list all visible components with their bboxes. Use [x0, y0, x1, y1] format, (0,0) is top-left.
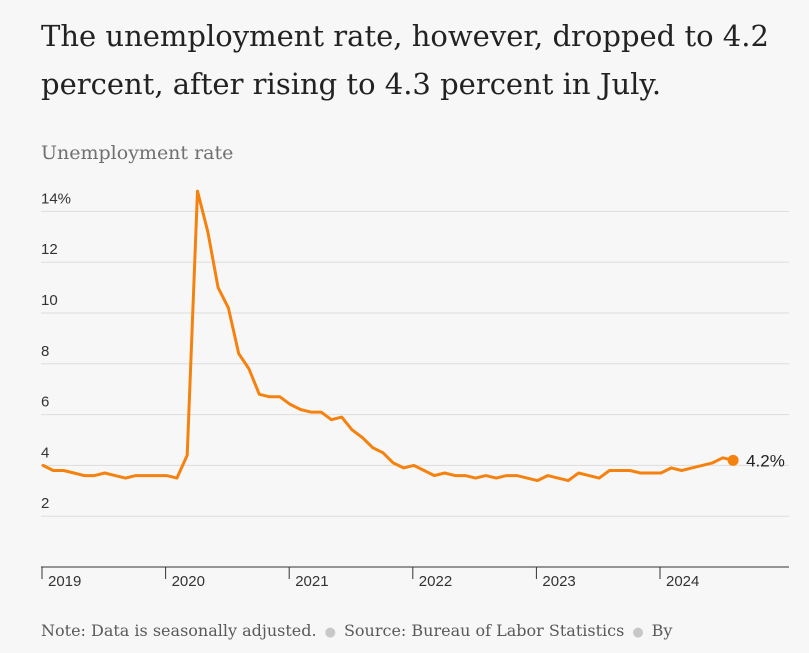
unemployment-line-chart: 2 4 6 8 10 12 14% 2019 2020 2021 2022 2023 2024 4.2% — [41, 189, 789, 590]
y-tick-label: 4 — [41, 444, 49, 461]
headline: The unemployment rate, however, dropped … — [41, 19, 769, 101]
y-tick-label: 6 — [41, 394, 49, 411]
chart-title: Unemployment rate — [41, 142, 234, 164]
x-tick-label: 2021 — [295, 573, 328, 590]
footer-source: Source: Bureau of Labor Statistics — [343, 621, 625, 640]
y-tick-label: 8 — [41, 343, 49, 360]
latest-value-label: 4.2% — [746, 451, 785, 470]
x-tick-label: 2024 — [666, 573, 699, 590]
y-tick-label: 14% — [41, 190, 71, 207]
footer-separator: ● — [632, 625, 644, 640]
x-tick-label: 2019 — [48, 573, 81, 590]
y-tick-label: 2 — [41, 495, 49, 512]
footer-separator: ● — [324, 625, 336, 640]
x-tick-label: 2020 — [172, 573, 205, 590]
footer-byline: By — [651, 621, 673, 640]
x-tick-label: 2022 — [419, 573, 452, 590]
footer-note: Note: Data is seasonally adjusted. — [41, 621, 317, 640]
latest-value-dot — [727, 454, 739, 466]
chart-footer: Note: Data is seasonally adjusted. ● Sourc… — [41, 621, 672, 640]
y-tick-label: 10 — [41, 292, 58, 309]
x-tick-label: 2023 — [542, 573, 575, 590]
y-tick-label: 12 — [41, 241, 58, 258]
unemployment-rate-line — [41, 189, 735, 483]
